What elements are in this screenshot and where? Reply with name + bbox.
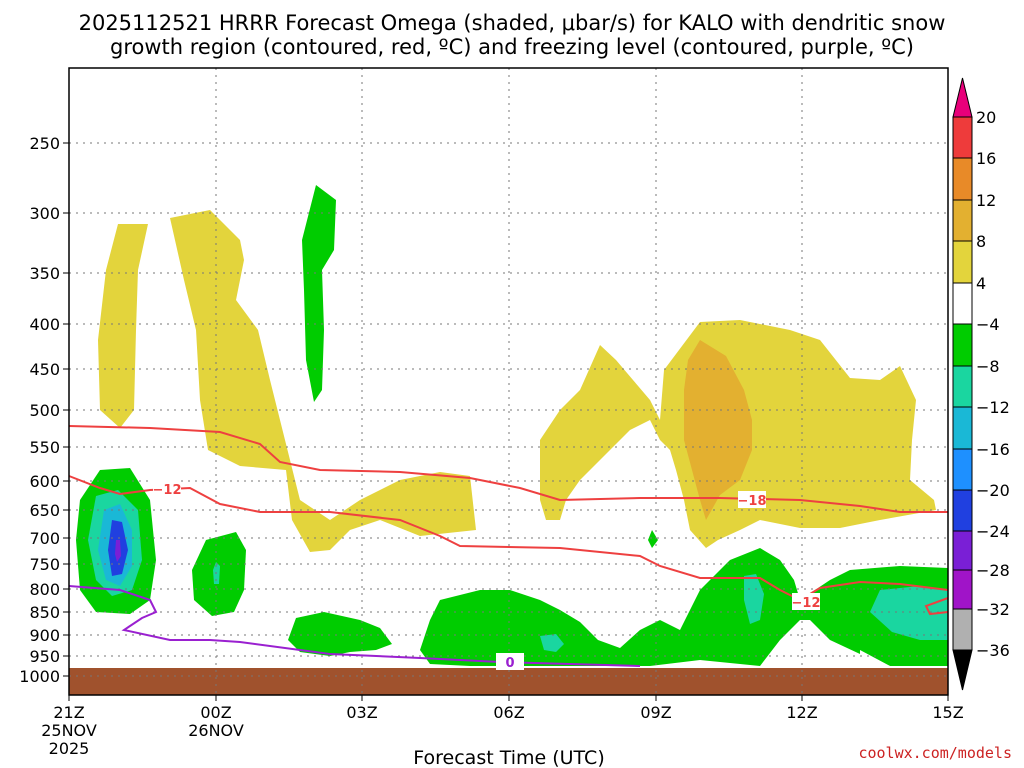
contour-label-dgz-right: −12 — [792, 596, 821, 611]
colorbar-segment-5 — [952, 323, 973, 367]
credit-text: coolwx.com/models — [858, 744, 1012, 762]
omega-region-5 — [648, 530, 658, 548]
colorbar-segment-0 — [952, 116, 973, 159]
x-tick-00Z: 00Z — [200, 703, 231, 722]
y-tick-950: 950 — [29, 647, 60, 666]
omega-region-2 — [302, 185, 336, 402]
colorbar-segment-4 — [952, 282, 973, 325]
x-date-label-21Z-0: 25NOV — [41, 721, 97, 740]
colorbar-label-3: 8 — [976, 232, 986, 251]
omega-region-0 — [98, 224, 148, 428]
y-tick-600: 600 — [29, 472, 60, 491]
y-tick-750: 750 — [29, 555, 60, 574]
colorbar-segment-9 — [952, 489, 973, 532]
x-axis-label: Forecast Time (UTC) — [413, 747, 604, 768]
y-tick-550: 550 — [29, 438, 60, 457]
y-tick-650: 650 — [29, 501, 60, 520]
y-tick-450: 450 — [29, 360, 60, 379]
dgz-contour-2 — [799, 580, 949, 601]
colorbar-segment-10 — [952, 530, 973, 571]
x-tick-12Z: 12Z — [786, 703, 817, 722]
colorbar-label-11: −28 — [976, 561, 1010, 580]
omega-region-14 — [420, 548, 948, 666]
contour-label-freezing-bg — [496, 653, 524, 670]
y-tick-400: 400 — [29, 315, 60, 334]
omega-region-1 — [170, 210, 476, 552]
omega-region-13 — [288, 612, 392, 656]
colorbar-segment-6 — [952, 365, 973, 408]
x-tick-15Z: 15Z — [932, 703, 963, 722]
ground-shading — [69, 668, 948, 695]
dgz-contour-0 — [68, 425, 948, 513]
chart-title-line1: 2025112521 HRRR Forecast Omega (shaded, … — [79, 11, 946, 35]
plot-area: −12 −18 −12 0 — [68, 67, 949, 696]
y-tick-1000: 1000 — [19, 667, 60, 686]
colorbar-top-arrow — [952, 77, 973, 118]
colorbar-label-13: −36 — [976, 641, 1010, 660]
colorbar-segment-2 — [952, 199, 973, 242]
x-date-label-00Z-0: 26NOV — [188, 721, 244, 740]
x-tick-06Z: 06Z — [493, 703, 524, 722]
x-tick-09Z: 09Z — [640, 703, 671, 722]
colorbar-segment-3 — [952, 240, 973, 284]
colorbar-segment-7 — [952, 406, 973, 450]
colorbar: 20 16 12 8 4 −4 −8 −12 −16 −20 −24 −28 −32 −36 — [952, 77, 1010, 691]
colorbar-label-6: −8 — [976, 357, 1000, 376]
omega-region-17 — [870, 586, 948, 640]
y-tick-800: 800 — [29, 580, 60, 599]
colorbar-label-12: −32 — [976, 600, 1010, 619]
y-tick-700: 700 — [29, 529, 60, 548]
contour-label-dgz-mid-bg — [738, 491, 766, 508]
y-tick-900: 900 — [29, 626, 60, 645]
y-tick-250: 250 — [29, 134, 60, 153]
omega-region-10 — [115, 540, 121, 562]
colorbar-segment-12 — [952, 608, 973, 651]
colorbar-segment-1 — [952, 157, 973, 201]
freezing-contour — [68, 585, 641, 667]
dgz-contour-3 — [924, 597, 949, 616]
y-tick-350: 350 — [29, 264, 60, 283]
colorbar-label-9: −20 — [976, 481, 1010, 500]
contour-label-dgz-left-bg — [153, 480, 181, 497]
colorbar-segment-8 — [952, 448, 973, 491]
colorbar-label-1: 16 — [976, 149, 996, 168]
colorbar-label-0: 20 — [976, 108, 996, 127]
y-tick-300: 300 — [29, 204, 60, 223]
colorbar-label-2: 12 — [976, 191, 996, 210]
y-axis-ticks: 250 300 350 400 450 500 550 600 650 700 750 800 850 9… — [19, 134, 69, 686]
colorbar-segment-11 — [952, 569, 973, 610]
contour-label-freezing: 0 — [505, 656, 514, 671]
x-date-label-21Z-1: 2025 — [49, 739, 90, 758]
colorbar-label-10: −24 — [976, 522, 1010, 541]
omega-region-18 — [860, 650, 890, 666]
chart-title-line2: growth region (contoured, red, ºC) and f… — [110, 35, 914, 59]
x-tick-21Z: 21Z — [53, 703, 84, 722]
colorbar-label-4: 4 — [976, 274, 986, 293]
dgz-contour-1 — [68, 475, 801, 601]
colorbar-bottom-arrow — [952, 649, 973, 691]
y-tick-500: 500 — [29, 401, 60, 420]
x-tick-03Z: 03Z — [346, 703, 377, 722]
colorbar-label-7: −12 — [976, 398, 1010, 417]
omega-region-15 — [540, 634, 564, 652]
omega-region-4 — [684, 340, 752, 520]
colorbar-label-5: −4 — [976, 315, 1000, 334]
contour-label-dgz-left: −12 — [153, 483, 182, 498]
contour-label-dgz-mid: −18 — [738, 494, 767, 509]
colorbar-label-8: −16 — [976, 440, 1010, 459]
contour-label-dgz-right-bg — [792, 593, 820, 610]
y-tick-850: 850 — [29, 603, 60, 622]
